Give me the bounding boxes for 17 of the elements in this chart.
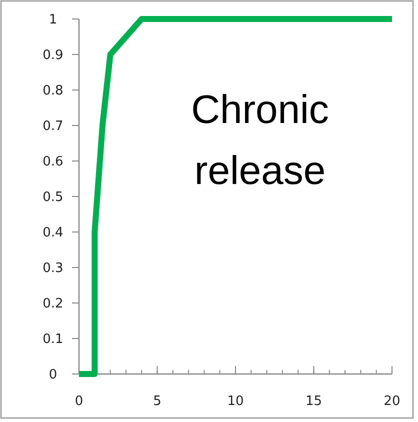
y-tick-label: 0.9 <box>42 48 64 64</box>
x-tick-label: 0 <box>74 394 84 409</box>
y-tick-label: 0.2 <box>42 296 64 312</box>
y-tick-label: 0.4 <box>42 226 64 241</box>
x-tick-label: 15 <box>305 394 322 409</box>
y-tick-label: 0.8 <box>42 84 64 99</box>
annotation: Chronic release <box>191 88 329 193</box>
x-tick-label: 5 <box>153 394 162 409</box>
y-tick-label: 0.1 <box>42 332 64 348</box>
y-tick-label: 0 <box>48 368 58 383</box>
y-tick-label: 1 <box>48 12 58 28</box>
y-tick-label: 0.5 <box>42 190 64 206</box>
y-tick-label: 0.7 <box>42 119 64 134</box>
x-tick-label: 10 <box>227 394 244 409</box>
y-tick-label: 0.3 <box>42 261 64 276</box>
y-tick-label: 0.6 <box>42 154 64 170</box>
x-tick-label: 20 <box>384 394 400 409</box>
